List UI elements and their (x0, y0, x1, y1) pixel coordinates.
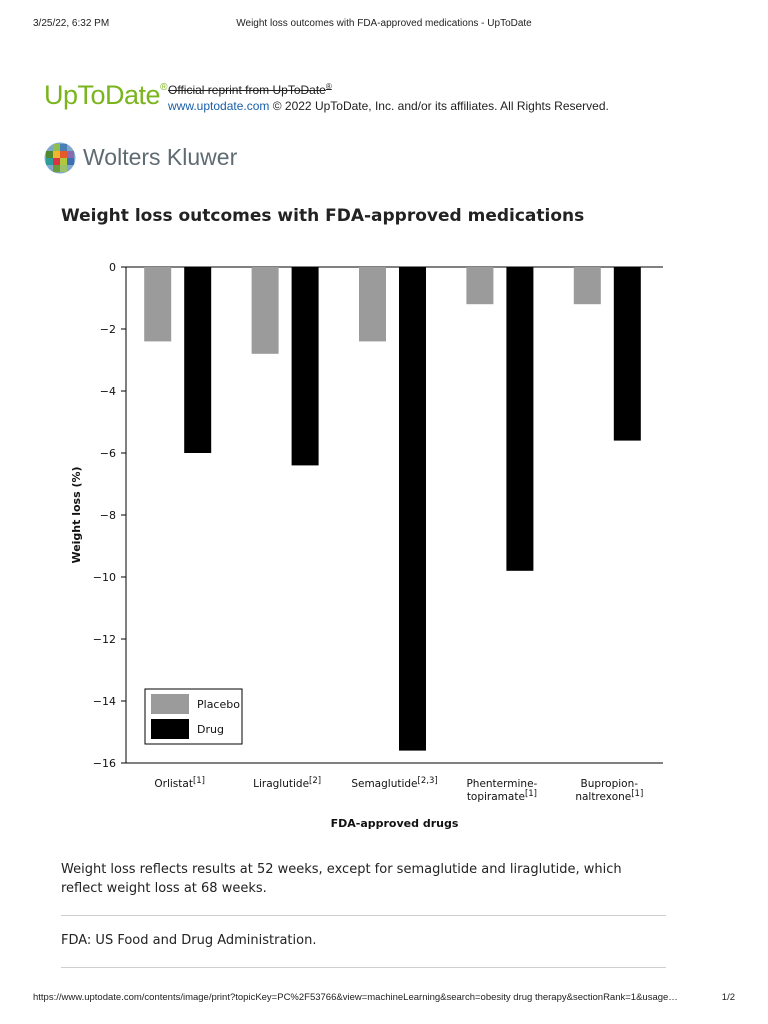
x-tick-label: Orlistat[1] (154, 776, 205, 790)
publisher-name: Wolters Kluwer (83, 144, 238, 170)
y-tick-label: −8 (100, 509, 116, 522)
y-tick-label: −12 (93, 633, 116, 646)
y-tick-label: −10 (93, 571, 116, 584)
y-tick-label: −2 (100, 323, 116, 336)
reprint-notice: Official reprint from UpToDate® www.upto… (168, 82, 609, 113)
print-datetime: 3/25/22, 6:32 PM (33, 18, 110, 29)
bar-drug (291, 267, 319, 466)
divider (61, 915, 666, 916)
legend-label: Drug (197, 723, 224, 736)
reprint-text: Official reprint from UpToDate (168, 83, 326, 97)
footnote: Weight loss reflects results at 52 weeks… (61, 862, 622, 896)
legend-label: Placebo (197, 698, 240, 711)
x-tick-label: Semaglutide[2,3] (351, 776, 437, 790)
y-tick-label: 0 (109, 261, 116, 274)
publisher-logo[interactable]: Wolters Kluwer (44, 140, 344, 176)
bar-placebo (466, 267, 494, 305)
reprint-line: Official reprint from UpToDate® (168, 82, 609, 97)
reprint-mark: ® (325, 82, 332, 91)
legend-swatch-drug (151, 719, 189, 739)
wolters-kluwer-globe-icon (44, 142, 76, 174)
figure-title: Weight loss outcomes with FDA-approved m… (61, 206, 585, 226)
y-tick-label: −14 (93, 695, 116, 708)
copyright-text: © 2022 UpToDate, Inc. and/or its affilia… (272, 99, 609, 113)
x-tick-label: Phentermine-topiramate[1] (466, 778, 537, 803)
x-tick-label: Bupropion-naltrexone[1] (575, 778, 643, 803)
bar-drug (399, 267, 426, 751)
bar-placebo (251, 267, 279, 354)
bar-placebo (144, 267, 172, 342)
uptodate-logo-mark: ® (160, 82, 167, 93)
copyright-line: www.uptodate.com © 2022 UpToDate, Inc. a… (168, 99, 609, 113)
weight-loss-bar-chart: 0 −2 −4 −6 −8 −10 −12 −14 −16 Weight loss (%) Orli… (70, 261, 663, 830)
x-tick-label: Liraglutide[2] (253, 776, 321, 790)
uptodate-logo[interactable]: UpToDate® (44, 80, 167, 111)
y-tick-label: −16 (93, 757, 116, 770)
y-tick-label: −6 (100, 447, 116, 460)
bar-drug (506, 267, 534, 571)
y-axis-label: Weight loss (%) (70, 466, 83, 563)
brand-row: UpToDate® Official reprint from UpToDate… (44, 80, 724, 120)
print-url: https://www.uptodate.com/contents/image/… (33, 992, 678, 1003)
uptodate-logo-text: UpToDate (44, 80, 161, 110)
legend-swatch-placebo (151, 694, 189, 714)
bar-placebo (359, 267, 386, 342)
print-header: 3/25/22, 6:32 PM Weight loss outcomes wi… (0, 18, 768, 32)
divider (61, 967, 666, 968)
print-page-title: Weight loss outcomes with FDA-approved m… (236, 18, 532, 29)
page-number: 1/2 (721, 992, 735, 1003)
abbreviation-note: FDA: US Food and Drug Administration. (61, 933, 317, 948)
uptodate-site-link[interactable]: www.uptodate.com (168, 99, 270, 113)
bar-drug (613, 267, 641, 441)
y-tick-label: −4 (100, 385, 116, 398)
bar-drug (184, 267, 212, 453)
x-axis-label: FDA-approved drugs (331, 817, 459, 830)
bar-placebo (573, 267, 601, 305)
